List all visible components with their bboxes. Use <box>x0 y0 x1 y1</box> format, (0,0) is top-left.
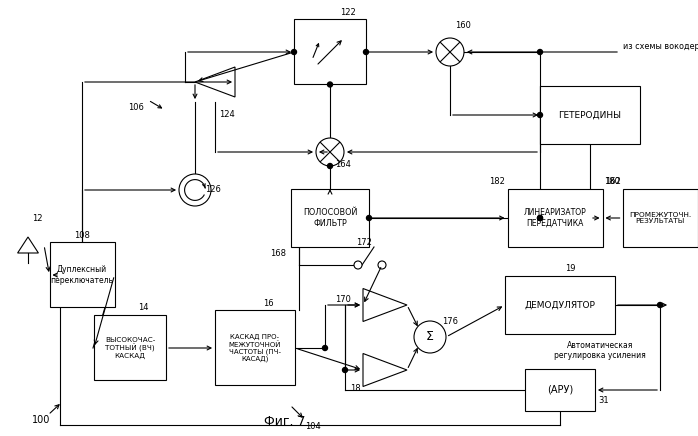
Text: из схемы вокодера: из схемы вокодера <box>623 41 698 51</box>
Circle shape <box>366 215 371 221</box>
Text: 170: 170 <box>335 295 351 304</box>
FancyBboxPatch shape <box>540 86 640 144</box>
Text: 172: 172 <box>356 238 372 247</box>
Text: ДЕМОДУЛЯТОР: ДЕМОДУЛЯТОР <box>525 300 595 310</box>
Text: 168: 168 <box>270 249 286 258</box>
FancyBboxPatch shape <box>50 242 114 307</box>
Text: 126: 126 <box>205 185 221 194</box>
Text: ГЕТЕРОДИНЫ: ГЕТЕРОДИНЫ <box>558 110 621 119</box>
Circle shape <box>537 215 542 221</box>
Circle shape <box>179 174 211 206</box>
Text: 162: 162 <box>605 177 621 186</box>
Circle shape <box>658 303 662 307</box>
Text: ПРОМЕЖУТОЧН.
РЕЗУЛЬТАТЫ: ПРОМЕЖУТОЧН. РЕЗУЛЬТАТЫ <box>629 211 691 225</box>
Text: 176: 176 <box>442 317 458 326</box>
Text: Σ: Σ <box>426 330 434 344</box>
Text: Автоматическая
регулировка усиления: Автоматическая регулировка усиления <box>554 341 646 360</box>
Circle shape <box>322 345 327 351</box>
FancyBboxPatch shape <box>215 310 295 385</box>
FancyBboxPatch shape <box>623 189 697 247</box>
Text: 182: 182 <box>489 177 505 186</box>
Text: 100: 100 <box>32 415 50 425</box>
Text: 18: 18 <box>350 384 361 393</box>
Circle shape <box>354 261 362 269</box>
Circle shape <box>414 321 446 353</box>
Circle shape <box>327 82 332 87</box>
Circle shape <box>292 50 297 54</box>
Circle shape <box>537 50 542 54</box>
Circle shape <box>327 164 332 168</box>
Text: 124: 124 <box>219 110 235 119</box>
FancyBboxPatch shape <box>291 189 369 247</box>
Circle shape <box>378 261 386 269</box>
FancyBboxPatch shape <box>505 276 615 334</box>
Text: ВЫСОКОЧАС-
ТОТНЫЙ (ВЧ)
КАСКАД: ВЫСОКОЧАС- ТОТНЫЙ (ВЧ) КАСКАД <box>105 337 155 359</box>
Text: КАСКАД ПРО-
МЕЖУТОЧНОЙ
ЧАСТОТЫ (ПЧ-
КАСАД): КАСКАД ПРО- МЕЖУТОЧНОЙ ЧАСТОТЫ (ПЧ- КАСА… <box>229 334 281 362</box>
FancyBboxPatch shape <box>507 189 602 247</box>
Text: Дуплексный
переключатель: Дуплексный переключатель <box>50 266 114 285</box>
Circle shape <box>343 368 348 372</box>
Text: 160: 160 <box>455 21 471 30</box>
Text: 108: 108 <box>74 231 90 239</box>
Circle shape <box>537 112 542 117</box>
Text: 164: 164 <box>335 160 351 169</box>
Text: 16: 16 <box>263 299 274 307</box>
Circle shape <box>364 50 369 54</box>
Text: Фиг. 7: Фиг. 7 <box>265 415 306 428</box>
Text: 12: 12 <box>32 214 43 223</box>
FancyBboxPatch shape <box>94 316 166 381</box>
Text: ЛИНЕАРИЗАТОР
ПЕРЕДАТЧИКА: ЛИНЕАРИЗАТОР ПЕРЕДАТЧИКА <box>524 208 586 228</box>
Circle shape <box>436 38 464 66</box>
Text: 19: 19 <box>565 264 575 273</box>
Circle shape <box>316 138 344 166</box>
Text: 14: 14 <box>138 303 149 313</box>
Circle shape <box>537 215 542 221</box>
FancyBboxPatch shape <box>525 369 595 411</box>
Text: 180: 180 <box>604 177 620 186</box>
Text: 104: 104 <box>305 422 321 431</box>
Text: 31: 31 <box>598 396 609 405</box>
Text: 106: 106 <box>128 103 144 112</box>
FancyBboxPatch shape <box>294 20 366 85</box>
Text: (АРУ): (АРУ) <box>547 385 573 395</box>
Text: 122: 122 <box>340 7 356 17</box>
Text: ПОЛОСОВОЙ
ФИЛЬТР: ПОЛОСОВОЙ ФИЛЬТР <box>303 208 357 228</box>
